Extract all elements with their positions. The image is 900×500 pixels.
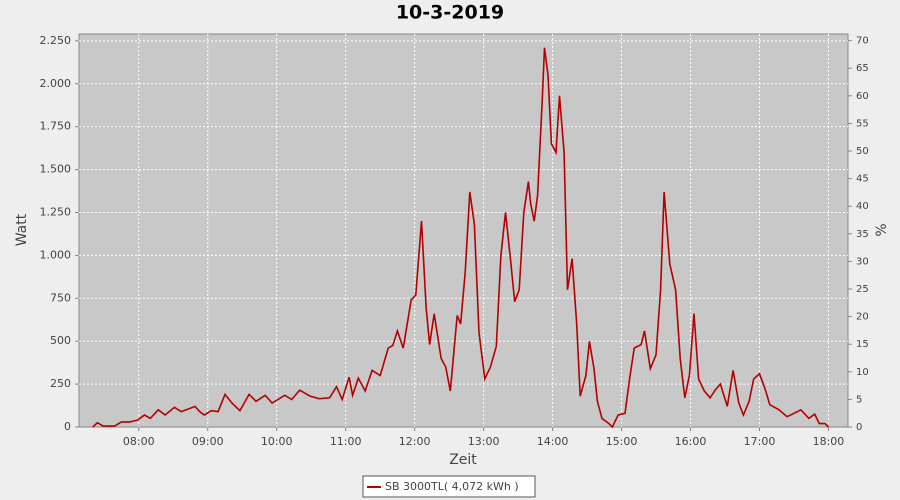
legend-box <box>362 475 536 498</box>
y-tick-label: 2.000 <box>40 77 72 90</box>
x-tick-label: 15:00 <box>606 435 638 448</box>
y-tick-label: 750 <box>50 291 71 304</box>
y-tick-label: 500 <box>50 334 71 347</box>
y-tick-label: 250 <box>50 377 71 390</box>
x-tick-label: 17:00 <box>744 435 776 448</box>
y-tick-label: 1.250 <box>40 205 72 218</box>
y2-tick-label: 55 <box>856 118 869 129</box>
legend-label: SB 3000TL( 4,072 kWh ) <box>385 480 519 493</box>
y2-tick-label: 40 <box>856 201 869 212</box>
x-tick-label: 16:00 <box>675 435 707 448</box>
x-tick-label: 14:00 <box>537 435 569 448</box>
plot-area <box>78 33 849 428</box>
x-tick-label: 08:00 <box>123 435 155 448</box>
x-tick-label: 12:00 <box>399 435 431 448</box>
y-tick-label: 1.000 <box>40 248 72 261</box>
y2-axis-label: % <box>874 223 890 236</box>
x-tick-label: 18:00 <box>813 435 845 448</box>
x-tick-label: 13:00 <box>468 435 500 448</box>
x-tick-label: 09:00 <box>192 435 224 448</box>
y2-tick-label: 45 <box>856 174 869 185</box>
y2-tick-label: 65 <box>856 63 869 74</box>
y-tick-label: 1.500 <box>40 163 72 176</box>
y-tick-label: 2.250 <box>40 34 72 47</box>
y2-tick-label: 30 <box>856 256 869 267</box>
y-tick-label: 0 <box>64 420 71 433</box>
x-tick-label: 10:00 <box>261 435 293 448</box>
y-tick-label: 1.750 <box>40 120 72 133</box>
y2-tick-label: 35 <box>856 229 869 240</box>
y2-tick-label: 20 <box>856 312 869 323</box>
y2-tick-label: 70 <box>856 36 869 47</box>
y-axis-label: Watt <box>14 213 30 246</box>
x-axis-label: Zeit <box>449 452 477 468</box>
series-line <box>92 47 830 429</box>
y2-tick-label: 25 <box>856 284 869 295</box>
y2-tick-label: 10 <box>856 367 869 378</box>
y2-tick-label: 15 <box>856 339 869 350</box>
y2-tick-label: 60 <box>856 91 869 102</box>
y2-tick-label: 5 <box>856 394 862 405</box>
chart-title: 10-3-2019 <box>396 2 504 24</box>
y2-tick-label: 0 <box>856 422 862 433</box>
x-tick-label: 11:00 <box>330 435 362 448</box>
y2-tick-label: 50 <box>856 146 869 157</box>
